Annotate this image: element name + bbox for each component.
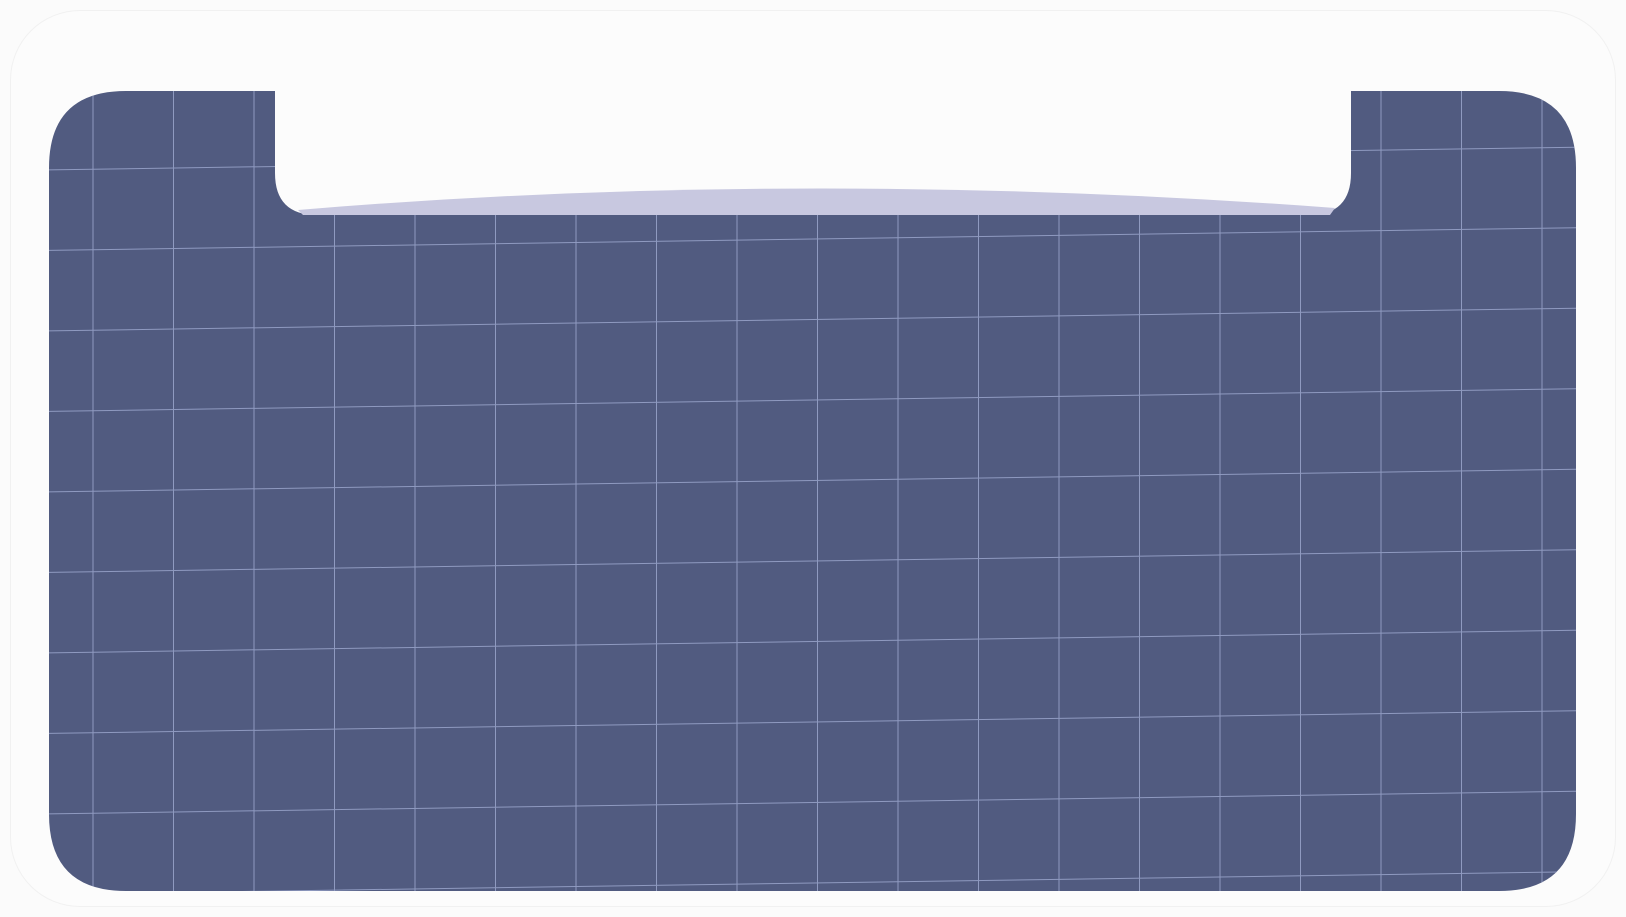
notch-shadow <box>298 188 1335 215</box>
grid-horizontal-line <box>49 629 1576 654</box>
grid-horizontal-line <box>49 549 1576 573</box>
grid-horizontal-line <box>49 468 1576 493</box>
grid-horizontal-line <box>49 388 1576 412</box>
grid-horizontal-line <box>49 871 1576 891</box>
grid-horizontal-line <box>49 710 1576 734</box>
panel-background <box>49 91 1576 891</box>
grid-horizontal-line <box>49 307 1576 332</box>
grid-horizontal-line <box>49 227 1576 251</box>
grid-horizontal-line <box>49 790 1576 815</box>
